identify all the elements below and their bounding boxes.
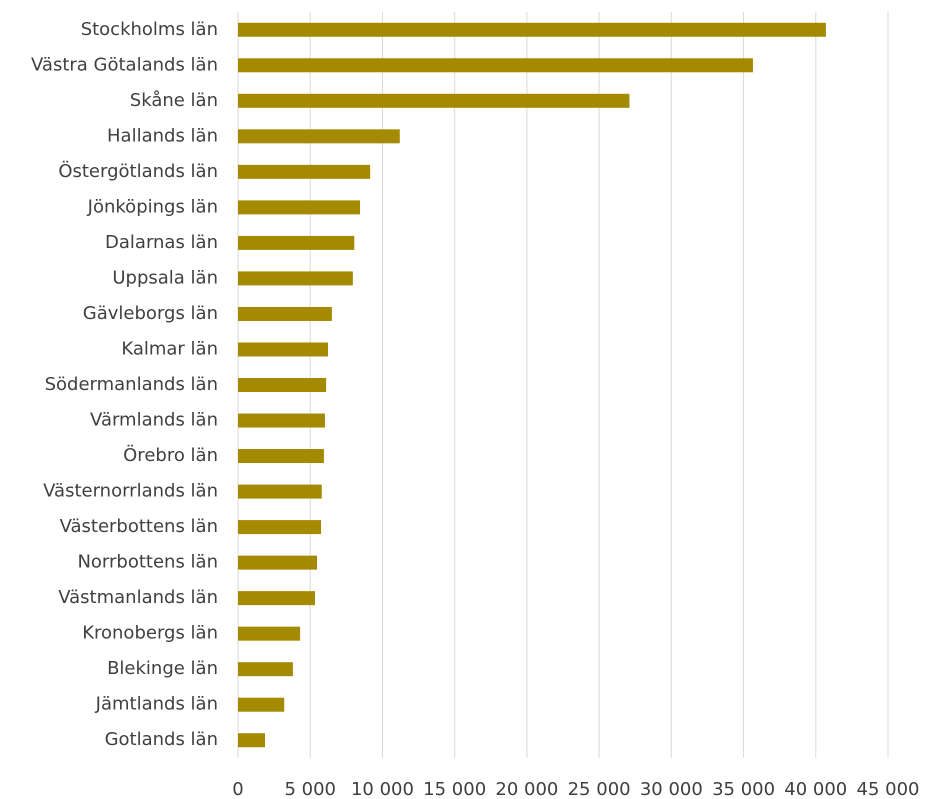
bar [238, 555, 318, 570]
bar [238, 58, 753, 73]
bar [238, 306, 332, 321]
y-tick-label: Gotlands län [105, 729, 218, 750]
x-tick-label: 15 000 [423, 779, 486, 799]
x-tick-label: 45 000 [857, 779, 920, 799]
bar [238, 93, 630, 108]
bar [238, 413, 325, 428]
y-tick-label: Skåne län [130, 90, 218, 111]
bar [238, 697, 285, 712]
bar [238, 733, 266, 748]
y-tick-label: Kronobergs län [82, 623, 218, 644]
y-tick-label: Södermanlands län [45, 374, 218, 395]
bar [238, 271, 353, 286]
bar [238, 235, 355, 250]
y-tick-label: Norrbottens län [77, 552, 218, 573]
y-tick-label: Uppsala län [112, 267, 218, 288]
y-tick-label: Värmlands län [90, 410, 218, 431]
y-tick-label: Örebro län [123, 444, 218, 466]
y-tick-label: Västernorrlands län [43, 481, 218, 502]
x-tick-label: 5 000 [284, 779, 336, 799]
bar [238, 591, 315, 606]
x-tick-label: 20 000 [495, 779, 558, 799]
bar [238, 22, 826, 37]
y-tick-label: Blekinge län [107, 658, 218, 679]
x-tick-label: 40 000 [784, 779, 847, 799]
y-tick-label: Kalmar län [121, 338, 218, 359]
bar [238, 626, 301, 641]
y-tick-label: Västmanlands län [58, 587, 218, 608]
y-tick-label: Östergötlands län [58, 160, 218, 182]
x-tick-label: 35 000 [712, 779, 775, 799]
bar [238, 520, 322, 535]
bar [238, 484, 322, 499]
bar [238, 378, 327, 392]
bar [238, 164, 371, 179]
bar [238, 129, 400, 144]
y-tick-label: Jämtlands län [95, 694, 218, 715]
bar [238, 662, 293, 677]
y-tick-label: Gävleborgs län [83, 303, 218, 324]
x-tick-label: 30 000 [640, 779, 703, 799]
x-tick-label: 25 000 [568, 779, 631, 799]
y-tick-label: Västerbottens län [60, 516, 218, 537]
y-tick-label: Stockholms län [81, 19, 218, 40]
y-tick-label: Jönköpings län [87, 196, 218, 217]
y-tick-label: Hallands län [107, 125, 218, 146]
x-tick-label: 0 [232, 779, 243, 799]
y-tick-label: Dalarnas län [105, 232, 218, 253]
bar [238, 449, 324, 464]
x-tick-label: 10 000 [351, 779, 414, 799]
bar [238, 200, 361, 215]
bar [238, 342, 328, 357]
y-tick-label: Västra Götalands län [31, 54, 218, 75]
